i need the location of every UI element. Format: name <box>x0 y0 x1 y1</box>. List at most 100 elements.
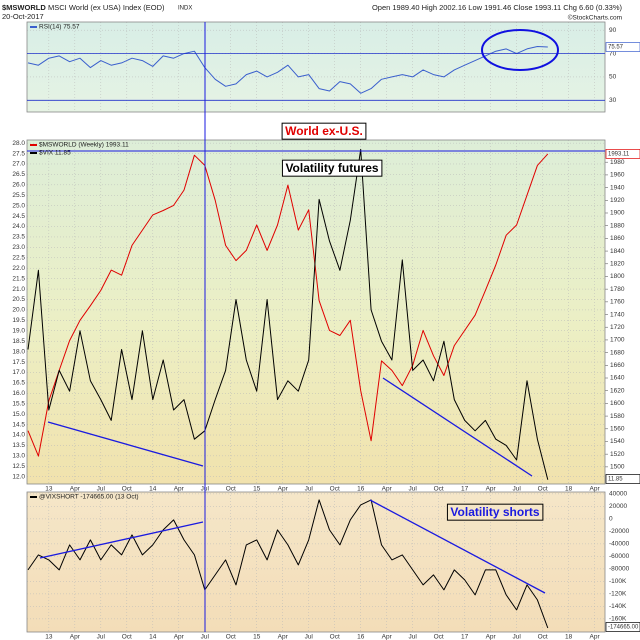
y2-tick-label: 1560 <box>610 426 625 433</box>
y2-tick-label: 1720 <box>610 324 625 331</box>
legend-label: @VIXSHORT -174665.00 (13 Oct) <box>39 494 139 501</box>
x-tick-label: 13 <box>45 486 53 493</box>
y-tick-label: -40000 <box>609 541 630 548</box>
y2-tick-label: 1540 <box>610 438 625 445</box>
y-tick-label: 27.5 <box>12 150 25 157</box>
x-tick-label: Apr <box>70 634 81 640</box>
y2-tick-label: 1600 <box>610 400 625 407</box>
annotation: Volatility shorts <box>450 505 539 519</box>
x-tick-label: Apr <box>486 486 497 493</box>
y-tick-label: 12.0 <box>12 473 25 480</box>
x-tick-label: Jul <box>305 634 314 640</box>
end-value-box <box>605 42 640 52</box>
x-tick-label: Oct <box>538 486 548 493</box>
end-value-box <box>605 474 640 484</box>
series-line <box>27 499 549 629</box>
x-tick-label: Apr <box>278 634 289 640</box>
y2-tick-label: 1740 <box>610 311 625 318</box>
y-tick-label: 20.5 <box>12 296 25 303</box>
annotation-box <box>281 159 383 177</box>
x-tick-label: 16 <box>357 634 365 640</box>
series-line <box>27 148 549 480</box>
y-tick-label: 18.0 <box>12 348 25 355</box>
y-tick-label: 17.5 <box>12 359 25 366</box>
y-tick-label: 17.0 <box>12 369 25 376</box>
x-tick-label: Jul <box>305 486 314 493</box>
end-value-label: -174665.00 <box>608 625 639 631</box>
x-tick-label: Apr <box>174 486 185 493</box>
x-tick-label: Jul <box>512 634 521 640</box>
x-tick-label: Jul <box>97 634 106 640</box>
x-tick-label: Jul <box>512 486 521 493</box>
symbol: $MSWORLD <box>2 3 46 12</box>
exchange: INDX <box>178 6 192 12</box>
x-tick-label: Apr <box>278 486 289 493</box>
y-tick-label: 24.0 <box>12 223 25 230</box>
end-value-label: 11.85 <box>608 477 623 483</box>
y-tick-label: -20000 <box>609 528 630 535</box>
y-tick-label: -80000 <box>609 566 630 573</box>
trend-line <box>382 377 533 477</box>
y-tick-label: 12.5 <box>12 463 25 470</box>
x-tick-label: Jul <box>201 634 210 640</box>
y-tick-label: 22.0 <box>12 265 25 272</box>
quote: Open 1989.40 High 2002.16 Low 1991.46 Cl… <box>372 3 623 12</box>
y-tick-label: 30 <box>609 97 617 104</box>
y-tick-label: 16.0 <box>12 390 25 397</box>
legend-label: $VIX 11.85 <box>39 150 71 157</box>
y-tick-label: 19.0 <box>12 327 25 334</box>
y-tick-label: 0 <box>609 516 613 523</box>
annotation: World ex-U.S. <box>285 124 363 138</box>
panel-border <box>26 21 606 113</box>
x-tick-label: 14 <box>149 486 157 493</box>
x-tick-label: 17 <box>461 634 469 640</box>
y-tick-label: -60000 <box>609 553 630 560</box>
x-tick-label: Oct <box>226 486 236 493</box>
y-tick-label: 26.5 <box>12 171 25 178</box>
highlight-ellipse <box>481 29 559 71</box>
x-tick-label: Apr <box>70 486 81 493</box>
y-tick-label: 16.5 <box>12 380 25 387</box>
x-tick-label: Apr <box>382 486 393 493</box>
annotation-shapes <box>27 22 605 632</box>
end-value-box <box>605 149 640 159</box>
x-tick-label: Jul <box>409 634 418 640</box>
panel-background <box>27 140 605 484</box>
end-value-label: 75.57 <box>608 45 624 51</box>
y-tick-label: 15.5 <box>12 400 25 407</box>
y-tick-label: 18.5 <box>12 338 25 345</box>
legend-label: $MSWORLD (Weekly) 1993.11 <box>39 142 129 149</box>
y-tick-label: 22.5 <box>12 255 25 262</box>
x-tick-label: 17 <box>461 486 469 493</box>
y-tick-label: 23.5 <box>12 234 25 241</box>
x-tick-label: 13 <box>45 634 53 640</box>
y-tick-label: 70 <box>609 50 617 57</box>
y2-tick-label: 1760 <box>610 299 625 306</box>
x-tick-label: Oct <box>538 634 548 640</box>
overlay-labels: RSI(14) 75.57 75.57 $MSWORLD (Weekly) 1993… <box>30 24 640 632</box>
y-tick-label: 13.0 <box>12 453 25 460</box>
panel-border <box>26 139 606 485</box>
y-tick-label: -160K <box>609 616 627 623</box>
y-tick-label: 20.0 <box>12 307 25 314</box>
y2-tick-label: 1800 <box>610 273 625 280</box>
y-tick-label: 50 <box>609 74 617 81</box>
y2-tick-label: 1900 <box>610 210 625 217</box>
y-tick-label: 90 <box>609 27 617 34</box>
x-tick-label: 18 <box>565 486 573 493</box>
y-tick-label: 25.0 <box>12 202 25 209</box>
x-tick-label: Jul <box>97 486 106 493</box>
x-tick-label: 15 <box>253 486 261 493</box>
legend-label: RSI(14) 75.57 <box>39 24 80 31</box>
y-tick-label: 14.5 <box>12 421 25 428</box>
y-tick-label: 40000 <box>609 491 627 498</box>
y-tick-label: 27.0 <box>12 161 25 168</box>
y-tick-label: 28.0 <box>12 140 25 147</box>
y2-tick-label: 1680 <box>610 349 625 356</box>
y-tick-label: 20000 <box>609 503 627 510</box>
x-tick-label: Apr <box>590 634 601 640</box>
panel-background <box>27 22 605 112</box>
y-tick-label: 25.5 <box>12 192 25 199</box>
y2-tick-label: 1960 <box>610 172 625 179</box>
